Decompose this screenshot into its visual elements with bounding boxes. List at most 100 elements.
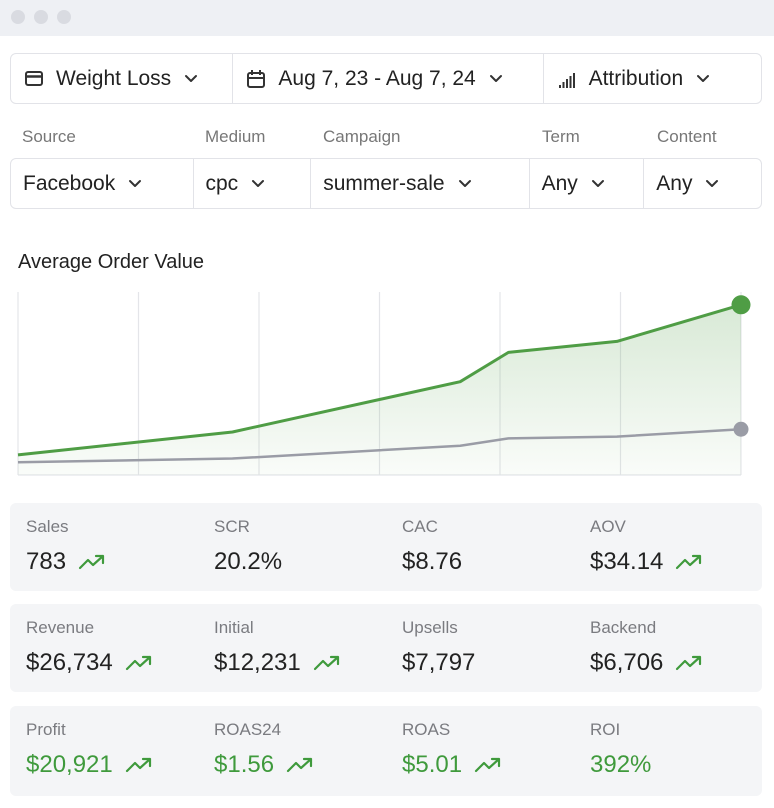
utm-label: Campaign (323, 127, 401, 146)
window-dots (11, 10, 71, 24)
chevron (129, 179, 142, 187)
icon-part (25, 70, 43, 86)
utm-value: cpc (205, 171, 239, 195)
metric-value: $8.76 (402, 548, 462, 576)
utm-dropdown[interactable]: summer-sale (311, 159, 530, 208)
metric-number: 392% (590, 751, 652, 778)
trend-icon (286, 757, 313, 773)
metric-label: Revenue (26, 618, 95, 637)
chevron-icon (591, 179, 604, 187)
chevron (185, 74, 198, 82)
utm-label: Term (542, 127, 580, 146)
utm-dropdown[interactable]: Any (644, 159, 761, 208)
chevron-icon (252, 179, 265, 187)
metric-number: $8.76 (402, 548, 463, 575)
metric-number: 20.2% (214, 548, 283, 575)
metric-label: AOV (590, 517, 626, 536)
trend-arrow (78, 554, 105, 570)
metric-label: Upsells (402, 618, 458, 637)
icon-part (247, 71, 266, 88)
metric-number: 783 (26, 548, 67, 575)
metric-value: $20,921 (26, 751, 153, 779)
trend-arrow (676, 655, 702, 671)
icon-part (562, 81, 565, 88)
utm-value: Facebook (23, 171, 116, 195)
utm-dropdown[interactable]: Facebook (11, 159, 194, 208)
metric-value: $12,231 (214, 649, 341, 677)
icon-part (572, 72, 575, 88)
chart-title: Average Order Value (18, 251, 205, 273)
icon-part (248, 69, 265, 79)
metric-card: Revenue $26,734 Initial $12,231 Upsells $7,79… (10, 604, 762, 692)
metric-label: SCR (214, 517, 250, 536)
filter-icon (247, 69, 266, 88)
metric-label: Profit (26, 720, 66, 739)
metric-number: $5.01 (402, 751, 463, 778)
metric-value: 20.2% (214, 548, 282, 576)
filter-label: Weight Loss (56, 66, 172, 90)
trend-icon (125, 655, 151, 671)
filter-label: Attribution (588, 66, 684, 90)
utm-label: Source (22, 127, 76, 146)
metric-value: 783 (26, 548, 106, 576)
chevron-icon (185, 74, 198, 82)
trend-icon (78, 554, 105, 570)
utm-bar: Facebook cpc summer-sale Any Any (10, 158, 762, 209)
trend-icon (474, 757, 501, 773)
chevron (697, 74, 710, 82)
metric-label: ROI (590, 720, 621, 739)
metric-number: $1.56 (214, 751, 275, 778)
trend-icon (676, 655, 702, 671)
chart (17, 292, 751, 476)
metric-value: $34.14 (590, 548, 703, 576)
chevron (591, 179, 604, 187)
metric-label: CAC (402, 517, 438, 536)
utm-dropdown[interactable]: Any (530, 159, 645, 208)
metric-label: Backend (590, 618, 657, 637)
end-dot (731, 295, 751, 315)
metric-number: $34.14 (590, 548, 664, 575)
window-bar (0, 0, 774, 36)
filter-dropdown[interactable]: Aug 7, 23 - Aug 7, 24 (233, 54, 544, 103)
line (17, 303, 742, 457)
metric-value: 392% (590, 751, 651, 779)
filter-dropdown[interactable]: Attribution (544, 54, 761, 103)
metric-label: ROAS24 (214, 720, 282, 739)
chevron (252, 179, 265, 187)
chevron-icon (706, 179, 719, 187)
trend-arrow (125, 655, 151, 671)
trend-icon (125, 757, 151, 773)
trend-arrow (676, 554, 702, 570)
metric-card: Profit $20,921 ROAS24 $1.56 ROAS $5.01 ROI 392% (10, 706, 762, 796)
icon-part (569, 75, 572, 88)
metric-number: $26,734 (26, 649, 113, 676)
metric-number: $6,706 (590, 649, 664, 676)
filter-bar: Weight Loss Aug 7, 23 - Aug 7, 24 Attribut… (10, 53, 762, 104)
filter-icon (25, 70, 43, 86)
filter-label: Aug 7, 23 - Aug 7, 24 (278, 66, 476, 90)
metric-label: Initial (214, 618, 254, 637)
metric-value: $26,734 (26, 649, 153, 677)
metric-label: ROAS (402, 720, 451, 739)
line (17, 428, 742, 464)
metric-label: Sales (26, 517, 69, 536)
trend-icon (313, 655, 339, 671)
utm-dropdown[interactable]: cpc (194, 159, 312, 208)
metric-value: $5.01 (402, 751, 502, 779)
icon-part (565, 78, 568, 88)
trend-arrow (286, 757, 313, 773)
metric-value: $1.56 (214, 751, 314, 779)
trend-arrow (125, 757, 151, 773)
chevron-icon (458, 179, 471, 187)
utm-value: Any (656, 171, 693, 195)
filter-dropdown[interactable]: Weight Loss (11, 54, 234, 103)
filter-icon (558, 72, 575, 88)
metric-value: $6,706 (590, 649, 703, 677)
chevron-icon (489, 74, 502, 82)
end-dot (733, 421, 749, 437)
utm-value: Any (541, 171, 578, 195)
metric-number: $12,231 (214, 649, 301, 676)
chevron (458, 179, 471, 187)
metric-card: Sales 783 SCR 20.2% CAC $8.76 AOV $34.14 (10, 503, 762, 591)
